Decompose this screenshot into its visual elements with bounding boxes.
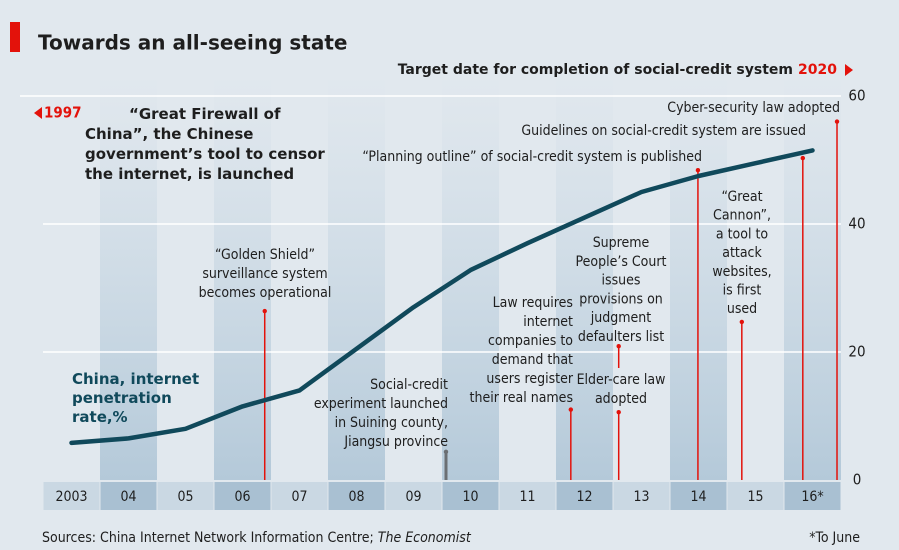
- y-tick-label: 20: [848, 343, 865, 361]
- event-label: used: [727, 301, 757, 317]
- source-italic: The Economist: [378, 530, 472, 546]
- event-label: their real names: [470, 390, 573, 406]
- event-label: Jiangsu province: [343, 434, 448, 450]
- event-label: demand that: [492, 352, 573, 368]
- x-tick-box: [784, 482, 841, 510]
- event-label: “Great: [721, 189, 762, 205]
- event-dot: [739, 319, 745, 325]
- event-label: in Suining county,: [335, 415, 448, 431]
- event-label: “Golden Shield”: [215, 247, 315, 263]
- x-tick-label: 05: [177, 489, 193, 505]
- x-tick-box: [499, 482, 556, 510]
- event-label: websites,: [712, 264, 771, 280]
- x-tick-label: 07: [291, 489, 307, 505]
- x-tick-box: [670, 482, 727, 510]
- event-label: surveillance system: [202, 266, 327, 282]
- x-tick-label: 14: [690, 489, 706, 505]
- intro-text: 1997 “Great Firewall of China”, the Chin…: [82, 104, 335, 184]
- event-label: Law requires: [493, 295, 573, 311]
- series-label: China, internet penetration rate,%: [72, 370, 200, 426]
- event-label: internet: [523, 314, 573, 330]
- y-tick-label: 40: [848, 215, 865, 233]
- source: Sources: China Internet Network Informat…: [42, 530, 472, 546]
- event-label: attack: [722, 245, 762, 261]
- x-tick-label: 09: [405, 489, 421, 505]
- event-label: defaulters list: [578, 329, 664, 345]
- x-tick-box: [100, 482, 157, 510]
- x-tick-box: [442, 482, 499, 510]
- x-tick-label: 13: [633, 489, 649, 505]
- series-line: [69, 148, 815, 446]
- subtitle: Target date for completion of social-cre…: [398, 62, 793, 78]
- event-dot: [834, 119, 840, 124]
- x-tick-label: 15: [747, 489, 763, 505]
- x-tick-label: 06: [234, 489, 250, 505]
- intro-year: 1997: [44, 104, 82, 122]
- source-text: Sources: China Internet Network Informat…: [42, 530, 378, 546]
- intro-text-body: “Great Firewall of China”, the Chinese g…: [85, 105, 325, 183]
- event-dot: [616, 344, 621, 349]
- event-dot: [616, 409, 621, 415]
- column-band: [100, 76, 157, 480]
- event-dot: [443, 449, 449, 455]
- y-tick-label: 60: [848, 87, 865, 105]
- event-label: Elder-care law: [577, 372, 666, 388]
- event-dot: [695, 168, 701, 173]
- event-label: users register: [486, 371, 573, 387]
- column-band: [784, 76, 841, 480]
- y-tick-label: 0: [853, 471, 862, 489]
- event-dot: [800, 155, 806, 161]
- arrow-right: [845, 64, 853, 76]
- event-label: adopted: [595, 391, 647, 407]
- x-tick-box: [157, 482, 214, 510]
- event-dot: [262, 308, 267, 314]
- x-tick-label: 16*: [801, 489, 823, 505]
- column-band: [442, 76, 499, 480]
- event-label: companies to: [488, 333, 573, 349]
- x-tick-box: [43, 482, 100, 510]
- x-tick-label: 04: [120, 489, 136, 505]
- x-tick-box: [556, 482, 613, 510]
- x-tick-label: 2003: [55, 489, 87, 505]
- event-label: Cannon”,: [713, 208, 771, 224]
- x-tick-box: [328, 482, 385, 510]
- chart-title: Towards an all-seeing state: [38, 31, 347, 55]
- arrow-left: [34, 107, 42, 119]
- column-band: [556, 76, 613, 480]
- footnote: *To June: [809, 530, 860, 546]
- x-tick-label: 12: [576, 489, 592, 505]
- event-label: Cyber-security law adopted: [667, 100, 840, 116]
- x-tick-label: 11: [519, 489, 535, 505]
- x-tick-label: 08: [348, 489, 364, 505]
- x-tick-box: [385, 482, 442, 510]
- x-tick-box: [727, 482, 784, 510]
- event-label: experiment launched: [314, 396, 448, 412]
- x-tick-box: [271, 482, 328, 510]
- event-label: becomes operational: [199, 285, 332, 301]
- event-label: Guidelines on social-credit system are i…: [521, 123, 806, 139]
- event-label: People’s Court: [576, 254, 667, 270]
- event-label: “Planning outline” of social-credit syst…: [362, 149, 702, 165]
- x-tick-box: [613, 482, 670, 510]
- event-dot: [568, 407, 574, 412]
- event-label: Social-credit: [370, 377, 448, 393]
- x-tick-box: [214, 482, 271, 510]
- column-band: [328, 76, 385, 480]
- event-label: judgment: [590, 310, 651, 326]
- event-label: Supreme: [593, 235, 650, 251]
- target-year: 2020: [798, 62, 837, 78]
- event-label: is first: [723, 283, 762, 299]
- event-label: issues: [602, 273, 641, 289]
- title-tag: [10, 22, 20, 52]
- event-label: a tool to: [716, 226, 768, 242]
- event-label: provisions on: [579, 291, 663, 307]
- x-tick-label: 10: [462, 489, 478, 505]
